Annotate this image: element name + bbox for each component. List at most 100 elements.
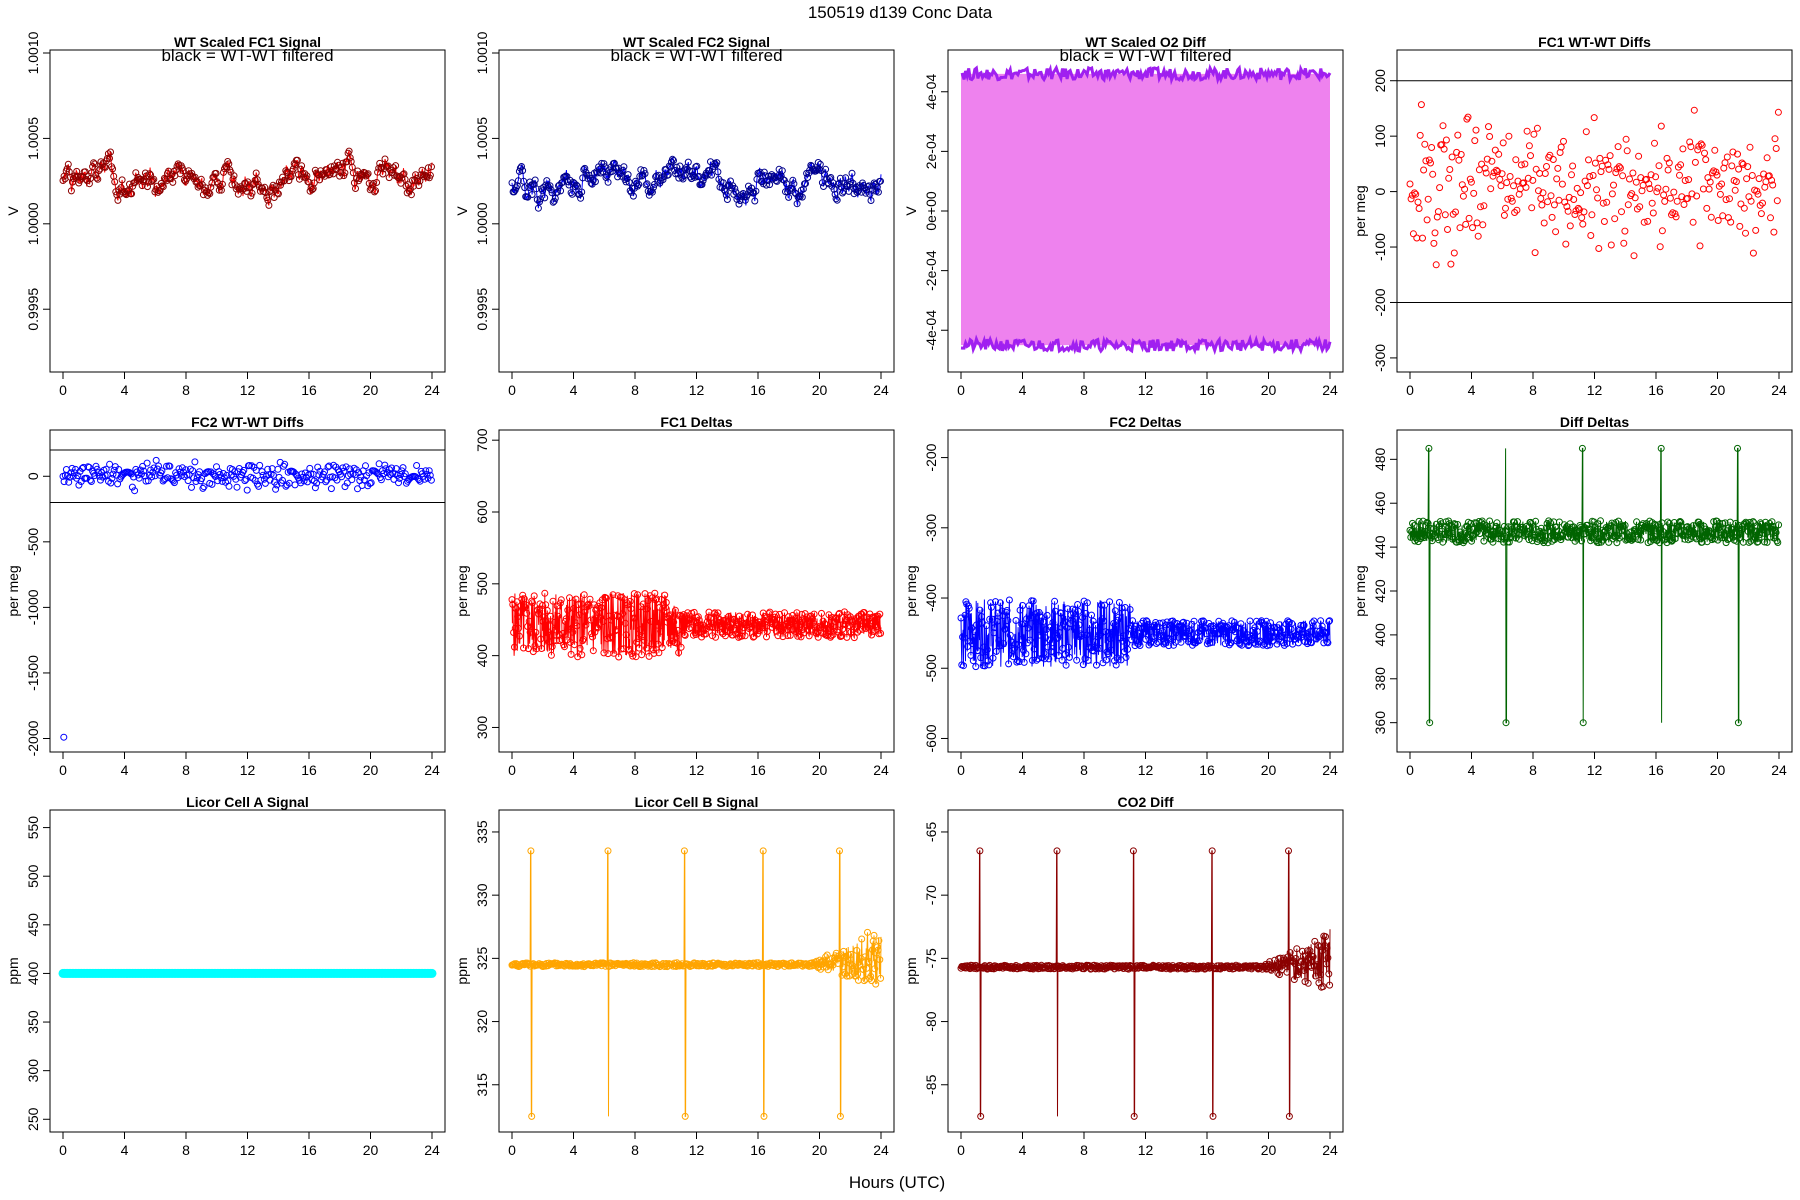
- data-point: [327, 485, 335, 493]
- data-point: [829, 961, 837, 969]
- data-point: [1706, 178, 1714, 186]
- series-band: [961, 73, 1330, 346]
- data-point: [874, 612, 882, 620]
- data-point: [1651, 139, 1658, 147]
- data-point: [106, 460, 114, 468]
- data-point: [1439, 538, 1447, 546]
- data-point: [1295, 625, 1303, 633]
- data-point: [74, 172, 82, 180]
- data-point: [1772, 529, 1780, 536]
- data-point: [586, 595, 594, 603]
- data-point: [960, 634, 968, 642]
- data-point: [65, 478, 73, 486]
- data-point: [1588, 211, 1596, 219]
- data-point: [982, 648, 990, 656]
- data-point: [85, 180, 93, 188]
- x-tick-label: 0: [957, 762, 965, 778]
- data-point: [1734, 150, 1741, 158]
- data-point: [1721, 519, 1729, 527]
- data-point: [1524, 530, 1532, 538]
- data-point: [847, 950, 855, 958]
- data-point: [1410, 522, 1418, 530]
- y-tick-label: 2e-04: [923, 133, 939, 169]
- data-point: [1288, 620, 1296, 627]
- data-point: [1552, 228, 1560, 236]
- data-point: [264, 196, 272, 204]
- data-point: [869, 613, 877, 621]
- data-point: [1429, 170, 1437, 178]
- data-point: [1571, 537, 1579, 545]
- data-point: [664, 171, 672, 179]
- data-point: [1273, 640, 1281, 648]
- data-point: [572, 181, 580, 189]
- y-axis-label: per meg: [1352, 185, 1368, 236]
- data-point: [836, 174, 844, 182]
- data-point: [1055, 652, 1063, 659]
- data-point: [415, 182, 423, 190]
- y-tick-label: 0.9995: [25, 288, 41, 331]
- data-point: [1462, 530, 1470, 538]
- data-point: [836, 847, 843, 855]
- data-point: [1562, 240, 1570, 248]
- data-point: [581, 164, 589, 172]
- data-point: [1024, 624, 1032, 632]
- data-point: [261, 479, 269, 487]
- data-point: [643, 180, 651, 188]
- x-tick-label: 16: [750, 762, 766, 778]
- data-point: [589, 647, 597, 655]
- data-point: [778, 167, 786, 175]
- data-point: [1523, 127, 1531, 135]
- data-point: [611, 627, 619, 635]
- data-point: [513, 182, 521, 190]
- data-point: [1413, 234, 1421, 242]
- data-point: [861, 184, 869, 192]
- data-point: [1112, 661, 1120, 669]
- data-point: [677, 643, 685, 651]
- data-point: [620, 163, 628, 171]
- data-point: [1664, 166, 1672, 174]
- data-point: [1565, 193, 1573, 201]
- data-point: [807, 161, 815, 169]
- data-point: [362, 172, 370, 180]
- data-point: [548, 189, 556, 197]
- data-point: [600, 649, 608, 657]
- data-point: [846, 181, 854, 188]
- data-point: [1594, 194, 1602, 202]
- data-point: [595, 609, 603, 617]
- data-point: [1304, 638, 1312, 646]
- data-point: [521, 184, 529, 192]
- x-tick-label: 8: [1529, 382, 1537, 398]
- data-point: [85, 463, 93, 471]
- data-point: [840, 187, 847, 195]
- data-point: [234, 190, 242, 198]
- data-point: [1023, 615, 1031, 623]
- data-point: [159, 477, 167, 485]
- data-point: [853, 946, 861, 954]
- data-point: [567, 189, 575, 197]
- data-point: [753, 619, 761, 627]
- data-point: [634, 182, 642, 190]
- x-tick-label: 4: [121, 762, 129, 778]
- data-point: [1658, 227, 1666, 235]
- y-tick-label: 400: [474, 644, 490, 668]
- panel-title: Licor Cell B Signal: [635, 794, 759, 810]
- data-point: [280, 177, 288, 185]
- data-point: [716, 616, 724, 624]
- data-point: [604, 847, 612, 855]
- data-point: [518, 595, 526, 603]
- data-point: [1649, 209, 1657, 217]
- data-point: [1578, 444, 1586, 452]
- data-point: [1308, 619, 1316, 627]
- data-point: [681, 631, 689, 639]
- data-point: [1180, 618, 1187, 626]
- plot-area: [508, 155, 884, 212]
- data-point: [876, 610, 884, 618]
- data-point: [1620, 239, 1628, 247]
- data-point: [655, 649, 663, 657]
- data-point: [1558, 180, 1566, 188]
- y-tick-label: 1.0005: [25, 117, 41, 160]
- data-point: [1664, 518, 1672, 526]
- data-point: [1467, 178, 1475, 186]
- data-point: [982, 622, 990, 630]
- data-point: [1065, 653, 1073, 661]
